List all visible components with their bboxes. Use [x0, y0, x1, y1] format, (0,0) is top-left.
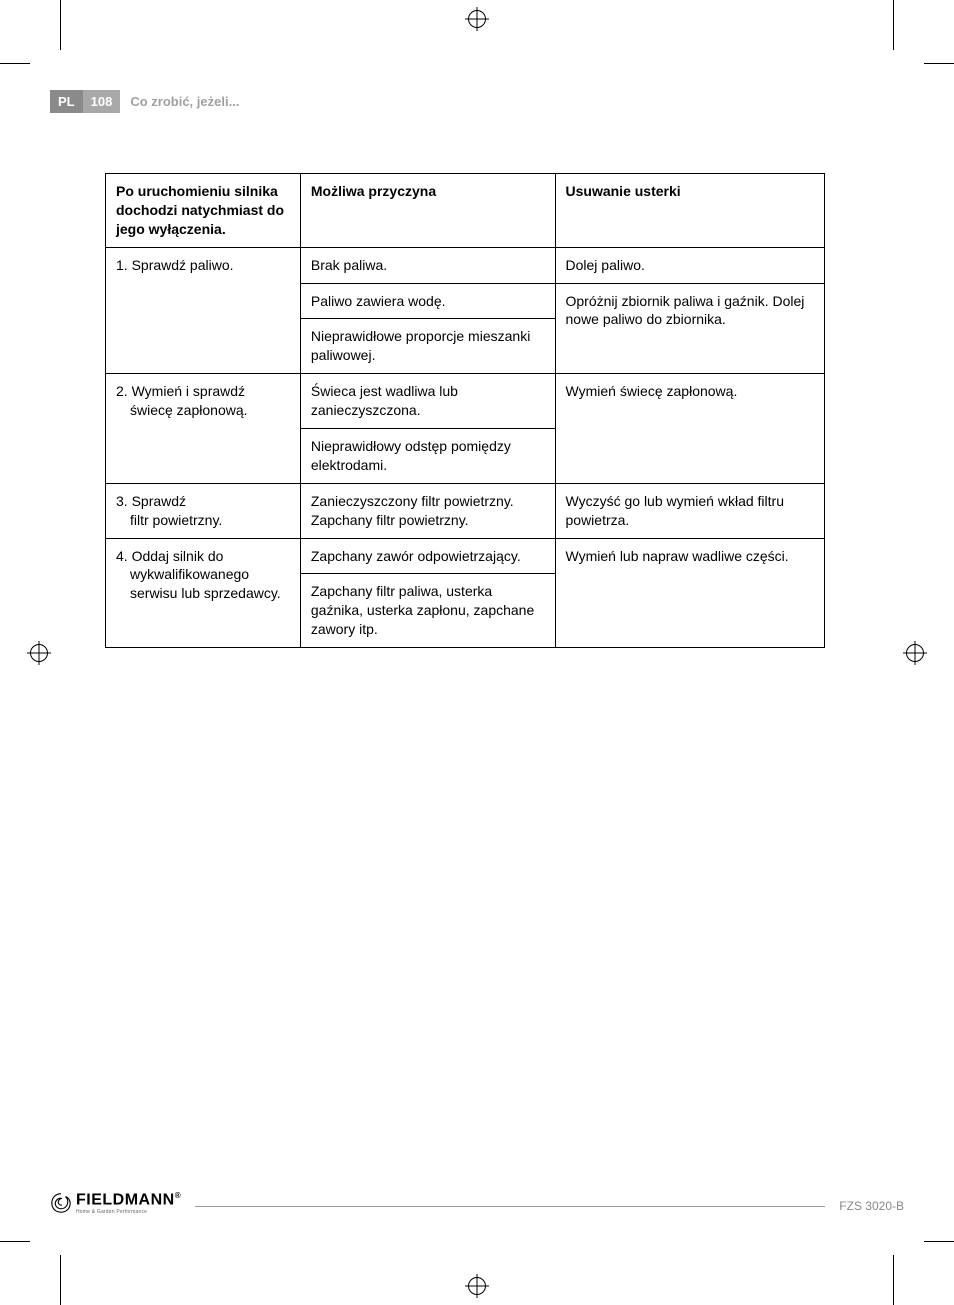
registration-mark-icon [906, 644, 924, 662]
brand-name: FIELDMANN® [76, 1191, 181, 1209]
crop-mark [924, 1241, 954, 1242]
cause-cell: Brak paliwa. [300, 247, 555, 283]
step-num: 2. [116, 383, 128, 399]
brand-tagline: Home & Garden Performance [76, 1209, 181, 1215]
brand-text-block: FIELDMANN® Home & Garden Performance [76, 1191, 181, 1215]
crop-mark [0, 63, 30, 64]
cause-cell: Nieprawidłowy odstęp pomiędzy elektrodam… [300, 429, 555, 484]
col-header-remedy: Usuwanie usterki [555, 174, 825, 248]
crop-mark [0, 1241, 30, 1242]
step-text: Oddaj silnik do wykwalifikowanego serwis… [130, 548, 281, 602]
table-row: 1. Sprawdź paliwo. Brak paliwa. Dolej pa… [106, 247, 825, 283]
remedy-cell: Wymień świecę zapłonową. [555, 374, 825, 484]
crop-mark [893, 1255, 894, 1305]
page-number: 108 [83, 90, 121, 113]
step-num: 4. [116, 548, 128, 564]
section-title: Co zrobić, jeżeli... [130, 94, 239, 109]
page-content: PL 108 Co zrobić, jeżeli... Po uruchomie… [50, 90, 904, 1215]
step-num: 1. [116, 257, 128, 273]
crop-mark [924, 63, 954, 64]
brand-swirl-icon [50, 1192, 72, 1214]
step-text: Wymień i sprawdź świecę zapłonową. [130, 383, 248, 418]
cause-cell: Zanieczyszczony filtr powietrzny. Zapcha… [300, 483, 555, 538]
page-header: PL 108 Co zrobić, jeżeli... [50, 90, 904, 113]
table-header-row: Po uruchomieniu silnika dochodzi natychm… [106, 174, 825, 248]
step-cell: 2. Wymień i sprawdź świecę zapłonową. [106, 374, 301, 484]
step-cell: 1. Sprawdź paliwo. [106, 247, 301, 374]
step-text: Sprawdź paliwo. [132, 257, 234, 273]
model-number: FZS 3020-B [839, 1199, 904, 1215]
remedy-cell: Wymień lub napraw wadliwe części. [555, 538, 825, 648]
col-header-cause: Możliwa przyczyna [300, 174, 555, 248]
crop-mark [60, 1255, 61, 1305]
step-text: filtr powietrzny. [116, 511, 290, 530]
crop-mark [60, 0, 61, 50]
cause-cell: Świeca jest wadliwa lub zanieczyszczona. [300, 374, 555, 429]
cause-cell: Paliwo zawiera wodę. [300, 283, 555, 319]
cause-cell: Zapchany zawór odpowietrzający. [300, 538, 555, 574]
step-num: 3. [116, 493, 128, 509]
table-row: 3. Sprawdź filtr powietrzny. Zanieczyszc… [106, 483, 825, 538]
cause-cell: Zapchany filtr paliwa, usterka gaźnika, … [300, 574, 555, 648]
crop-mark [893, 0, 894, 50]
col-header-problem: Po uruchomieniu silnika dochodzi natychm… [106, 174, 301, 248]
step-cell: 3. Sprawdź filtr powietrzny. [106, 483, 301, 538]
language-badge: PL [50, 90, 83, 113]
table-row: 4. Oddaj silnik do wykwalifikowanego ser… [106, 538, 825, 574]
footer-divider [195, 1206, 825, 1207]
step-text: Sprawdź [132, 493, 186, 509]
registration-mark-icon [468, 1277, 486, 1295]
remedy-cell: Dolej paliwo. [555, 247, 825, 283]
page-footer: FIELDMANN® Home & Garden Performance FZS… [50, 1191, 904, 1215]
table-row: 2. Wymień i sprawdź świecę zapłonową. Św… [106, 374, 825, 429]
remedy-cell: Opróżnij zbiornik paliwa i gaźnik. Dolej… [555, 283, 825, 374]
troubleshooting-table: Po uruchomieniu silnika dochodzi natychm… [105, 173, 825, 648]
brand-logo: FIELDMANN® Home & Garden Performance [50, 1191, 181, 1215]
cause-cell: Nieprawidłowe proporcje mieszanki paliwo… [300, 319, 555, 374]
step-cell: 4. Oddaj silnik do wykwalifikowanego ser… [106, 538, 301, 648]
remedy-cell: Wyczyść go lub wymień wkład filtru powie… [555, 483, 825, 538]
registration-mark-icon [468, 10, 486, 28]
registration-mark-icon [30, 644, 48, 662]
